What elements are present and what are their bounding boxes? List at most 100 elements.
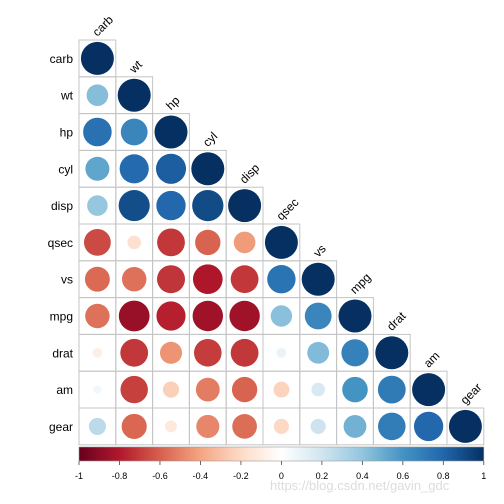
corr-circle-hp-hp xyxy=(154,115,188,149)
corr-circle-gear-vs xyxy=(310,418,326,434)
colorbar-tick-label: -0.6 xyxy=(152,471,168,481)
row-label-disp: disp xyxy=(51,199,73,213)
corr-circle-mpg-hp xyxy=(156,301,186,331)
corr-circle-vs-disp xyxy=(230,265,259,294)
corr-circle-gear-am xyxy=(413,411,444,442)
corr-circle-am-cyl xyxy=(195,377,220,402)
corr-circle-qsec-cyl xyxy=(195,229,221,256)
corr-circle-mpg-cyl xyxy=(192,300,224,332)
corr-circle-drat-wt xyxy=(120,338,149,367)
colorbar-tick-label: 1 xyxy=(481,471,486,481)
corr-circle-hp-wt xyxy=(120,118,148,146)
corr-circle-wt-carb xyxy=(86,84,109,107)
corr-circle-carb-carb xyxy=(80,41,114,75)
row-label-qsec: qsec xyxy=(48,236,73,250)
corr-circle-disp-wt xyxy=(118,190,150,222)
row-label-cyl: cyl xyxy=(58,162,73,176)
cell-gear-gear xyxy=(446,407,485,446)
corr-circle-gear-mpg xyxy=(343,414,367,438)
corr-circle-vs-cyl xyxy=(192,264,223,295)
corr-circle-drat-drat xyxy=(375,336,409,370)
column-label-qsec: qsec xyxy=(274,195,302,223)
column-label-carb: carb xyxy=(90,12,117,39)
colorbar-tick-label: -0.4 xyxy=(193,471,209,481)
corr-circle-am-qsec xyxy=(273,381,290,398)
corr-circle-qsec-carb xyxy=(83,228,111,256)
row-label-drat: drat xyxy=(52,346,73,360)
corr-circle-qsec-wt xyxy=(127,235,142,250)
corr-circle-drat-vs xyxy=(307,341,330,364)
colorbar-ticks: -1 -0.8 -0.6 -0.4 -0.2 0 0.2 0.4 0.6 0.8 1 xyxy=(75,461,486,481)
row-label-am: am xyxy=(56,383,73,397)
corr-circle-mpg-vs xyxy=(304,302,332,330)
corr-circle-qsec-disp xyxy=(233,231,256,254)
corr-circle-mpg-wt xyxy=(118,300,150,332)
corr-circle-disp-carb xyxy=(87,195,108,216)
correlation-cells xyxy=(78,39,485,446)
colorbar-tick-label: 0 xyxy=(279,471,284,481)
corr-circle-gear-hp xyxy=(165,420,177,433)
row-label-wt: wt xyxy=(60,89,74,103)
row-labels: carb wt hp cyl disp qsec vs mpg drat am gear xyxy=(48,52,74,434)
colorbar-gradient xyxy=(78,446,485,462)
column-label-hp: hp xyxy=(163,93,183,113)
column-label-am: am xyxy=(421,349,443,371)
corr-circle-am-wt xyxy=(120,375,148,404)
corr-circle-mpg-mpg xyxy=(338,299,372,333)
corr-circle-vs-wt xyxy=(121,266,147,292)
corr-circle-gear-carb xyxy=(88,417,106,435)
row-label-vs: vs xyxy=(61,273,73,287)
corr-circle-gear-disp xyxy=(232,414,257,439)
row-label-carb: carb xyxy=(50,52,74,66)
corr-circle-mpg-qsec xyxy=(270,305,293,327)
corr-circle-disp-hp xyxy=(156,190,186,221)
colorbar-tick-label: 0.8 xyxy=(437,471,450,481)
corr-circle-qsec-hp xyxy=(157,228,185,257)
column-label-mpg: mpg xyxy=(347,270,373,296)
colorbar-tick-label: 0.6 xyxy=(397,471,410,481)
corr-circle-cyl-wt xyxy=(119,154,149,184)
corr-circle-disp-disp xyxy=(228,189,262,223)
corr-circle-am-carb xyxy=(93,385,102,394)
column-label-cyl: cyl xyxy=(200,129,220,149)
colorbar-tick-label: -0.2 xyxy=(233,471,249,481)
column-label-vs: vs xyxy=(310,242,328,260)
corr-circle-disp-cyl xyxy=(192,189,224,222)
column-label-gear: gear xyxy=(458,380,485,407)
corr-circle-vs-hp xyxy=(156,265,186,294)
corr-circle-am-hp xyxy=(162,381,180,398)
corr-circle-vs-vs xyxy=(301,262,335,296)
corr-circle-am-drat xyxy=(377,375,406,404)
colorbar-tick-label: -1 xyxy=(75,471,83,481)
corr-circle-vs-qsec xyxy=(267,265,296,294)
column-label-disp: disp xyxy=(237,161,263,187)
corr-circle-am-disp xyxy=(231,376,258,403)
corr-circle-drat-qsec xyxy=(276,347,287,358)
corr-circle-gear-drat xyxy=(377,412,406,441)
watermark: https://blog.csdn.net/gavin_gdc xyxy=(270,478,450,493)
column-label-wt: wt xyxy=(126,57,146,77)
corr-circle-qsec-qsec xyxy=(264,225,298,259)
column-label-drat: drat xyxy=(384,309,409,334)
colorbar-tick-label: 0.2 xyxy=(316,471,329,481)
corr-circle-gear-gear xyxy=(448,409,482,443)
colorbar-tick-label: 0.4 xyxy=(356,471,369,481)
corr-circle-gear-cyl xyxy=(196,414,220,438)
corr-circle-gear-qsec xyxy=(273,418,289,434)
corr-circle-cyl-cyl xyxy=(191,152,225,186)
corr-circle-drat-hp xyxy=(159,341,183,364)
corr-circle-am-vs xyxy=(311,382,326,397)
corr-circle-am-mpg xyxy=(342,376,368,403)
colorbar-tick-label: -0.8 xyxy=(112,471,128,481)
corr-circle-hp-carb xyxy=(83,117,112,147)
colorbar: -1 -0.8 -0.6 -0.4 -0.2 0 0.2 0.4 0.6 0.8 1 xyxy=(75,446,486,481)
row-label-mpg: mpg xyxy=(50,310,73,324)
corr-circle-drat-mpg xyxy=(341,339,369,367)
corr-circle-am-am xyxy=(412,373,446,407)
corr-circle-cyl-carb xyxy=(85,156,110,181)
corr-circle-drat-carb xyxy=(92,347,103,358)
corr-circle-drat-disp xyxy=(230,338,259,367)
corr-circle-wt-wt xyxy=(117,78,151,112)
corr-circle-mpg-disp xyxy=(229,300,260,332)
